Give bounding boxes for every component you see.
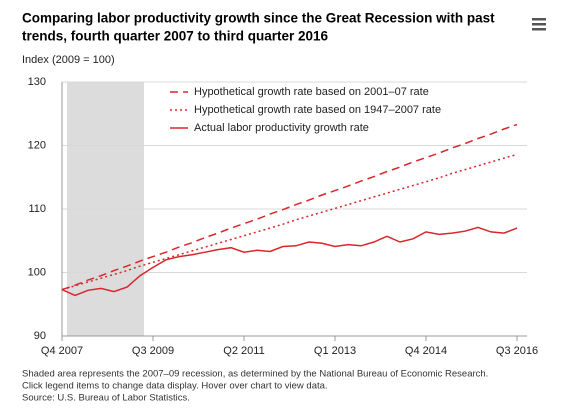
legend-label[interactable]: Hypothetical growth rate based on 2001–0…: [194, 86, 429, 98]
menu-icon-bar: [532, 23, 546, 26]
note: Click legend items to change data displa…: [22, 381, 328, 392]
chart-title: Comparing labor productivity growth sinc…: [22, 11, 495, 26]
legend-item[interactable]: Hypothetical growth rate based on 2001–0…: [170, 86, 429, 98]
y-tick-label: 110: [28, 203, 46, 215]
y-tick-label: 120: [28, 139, 46, 151]
y-tick-label: 130: [28, 76, 46, 88]
menu-button[interactable]: [529, 14, 549, 34]
x-tick-label: Q4 2007: [41, 345, 83, 357]
y-axis-label: Index (2009 = 100): [22, 54, 115, 66]
series-line: [61, 123, 518, 291]
x-tick-label: Q3 2016: [496, 345, 538, 357]
x-tick-label: Q2 2011: [223, 345, 264, 357]
legend-label[interactable]: Actual labor productivity growth rate: [194, 122, 369, 134]
y-tick-label: 90: [34, 330, 46, 342]
series-line: [61, 153, 518, 291]
series-line: [61, 226, 518, 297]
note: Shaded area represents the 2007–09 reces…: [22, 369, 488, 380]
chart-title: trends, fourth quarter 2007 to third qua…: [22, 29, 329, 44]
legend-item[interactable]: Hypothetical growth rate based on 1947–2…: [170, 104, 441, 116]
plot-area: 90 100 110 120 130 Q4 2007 Q3 2009 Q2 2011 Q1 20…: [28, 76, 538, 357]
x-tick-label: Q3 2009: [132, 345, 174, 357]
y-tick-label: 100: [28, 266, 46, 278]
menu-icon-bar: [532, 28, 546, 31]
x-tick-label: Q4 2014: [405, 345, 447, 357]
x-tick-label: Q1 2013: [314, 345, 356, 357]
note: Source: U.S. Bureau of Labor Statistics.: [22, 393, 190, 404]
menu-icon-bar: [532, 18, 546, 21]
legend-item[interactable]: Actual labor productivity growth rate: [170, 122, 369, 134]
legend-label[interactable]: Hypothetical growth rate based on 1947–2…: [194, 104, 441, 116]
legend: Hypothetical growth rate based on 2001–0…: [170, 86, 441, 134]
